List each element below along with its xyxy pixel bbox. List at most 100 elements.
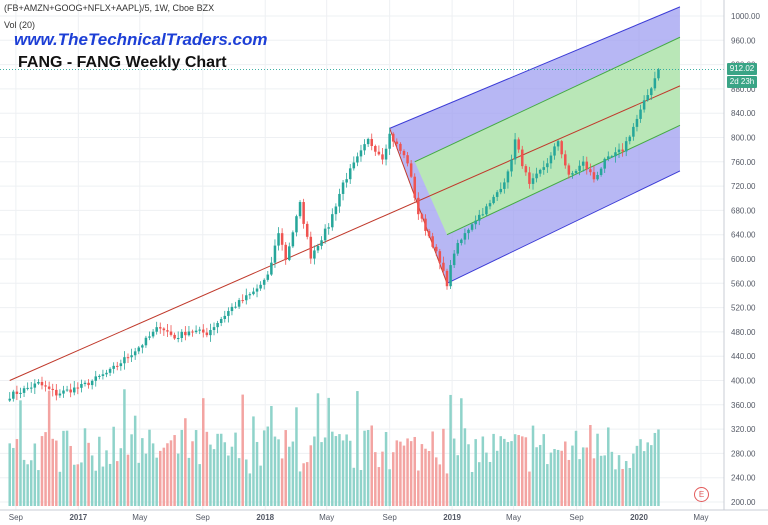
candle-body: [363, 144, 366, 151]
candle-body: [578, 165, 581, 171]
volume-bar: [384, 431, 388, 506]
volume-bar: [270, 405, 273, 506]
volume-bar: [176, 453, 180, 506]
candle-body: [485, 206, 488, 215]
volume-bar: [413, 436, 416, 506]
volume-bar: [87, 442, 90, 506]
volume-bar: [391, 452, 395, 506]
candle-body: [266, 274, 270, 280]
watermark-url: www.TheTechnicalTraders.com: [14, 30, 268, 49]
volume-bar: [198, 464, 201, 506]
candle-body: [549, 155, 553, 164]
volume-bar: [402, 445, 406, 506]
volume-bar: [33, 443, 37, 506]
x-tick-label: May: [132, 513, 147, 522]
candle-body: [374, 146, 377, 152]
candle-body: [144, 337, 148, 346]
volume-bar: [320, 442, 323, 506]
candle-body: [585, 161, 589, 170]
volume-bar: [323, 437, 327, 506]
volume-bar: [399, 441, 402, 506]
volume-bar: [564, 441, 567, 506]
candle-body: [12, 391, 15, 399]
volume-bar: [596, 433, 599, 506]
volume-bar: [216, 433, 219, 506]
volume-bar: [144, 453, 148, 506]
volume-bar: [316, 393, 320, 506]
candle-body: [499, 188, 503, 193]
volume-bar: [205, 431, 209, 506]
volume-bar: [431, 431, 434, 506]
volume-bar: [309, 445, 313, 506]
volume-bar: [266, 426, 270, 506]
candle-body: [359, 150, 363, 157]
candle-body: [556, 141, 560, 147]
volume-bar: [112, 426, 115, 506]
candle-body: [130, 355, 133, 358]
volume-bar: [657, 429, 660, 506]
volume-bar: [377, 467, 381, 506]
candle-body: [617, 149, 621, 153]
volume-bar: [62, 430, 65, 506]
volume-bar: [58, 471, 62, 506]
y-tick-label: 840.00: [731, 109, 756, 118]
earnings-event-icon[interactable]: E: [694, 487, 709, 502]
candle-body: [460, 239, 463, 244]
candle-body: [291, 232, 295, 247]
candle-body: [69, 389, 72, 393]
volume-bar: [460, 398, 463, 506]
volume-bar: [90, 455, 94, 506]
candle-body: [384, 148, 388, 160]
candle-body: [420, 214, 424, 219]
last-price-label: 912.02: [727, 63, 757, 75]
volume-bar: [313, 436, 316, 506]
volume-indicator-label[interactable]: Vol (20): [4, 20, 36, 30]
candle-body: [463, 233, 467, 240]
candle-body: [51, 388, 54, 390]
volume-bar: [607, 427, 610, 506]
volume-bar: [452, 438, 456, 506]
candle-body: [212, 327, 216, 331]
volume-bar: [291, 441, 295, 506]
candle-body: [15, 391, 19, 394]
candle-body: [521, 149, 524, 167]
volume-bar: [610, 451, 614, 506]
volume-bar: [639, 439, 642, 506]
volume-bar: [348, 440, 352, 506]
candle-body: [295, 216, 298, 233]
candle-body: [245, 295, 248, 301]
y-tick-label: 520.00: [731, 304, 756, 313]
volume-bar: [202, 398, 205, 506]
y-tick-label: 200.00: [731, 498, 756, 507]
y-tick-label: 560.00: [731, 279, 756, 288]
candle-body: [395, 141, 399, 144]
volume-bar: [212, 449, 216, 506]
volume-bar: [581, 447, 585, 506]
candle-body: [642, 100, 646, 110]
candle-body: [80, 384, 83, 388]
candle-body: [456, 243, 460, 254]
volume-bar: [133, 415, 137, 506]
y-tick-label: 640.00: [731, 231, 756, 240]
volume-bar: [230, 446, 234, 506]
candle-body: [599, 168, 603, 175]
candle-body: [119, 363, 123, 367]
volume-bar: [485, 452, 488, 506]
candle-body: [65, 389, 69, 391]
candle-body: [388, 133, 391, 149]
volume-bar: [495, 450, 499, 506]
candle-body: [98, 375, 101, 377]
volume-bar: [151, 443, 155, 506]
candle-body: [237, 300, 241, 307]
chart-title: FANG - FANG Weekly Chart: [18, 54, 227, 71]
candle-body: [87, 382, 90, 386]
symbol-legend[interactable]: (FB+AMZN+GOOG+NFLX+AAPL)/5, 1W, Cboe BZX: [4, 3, 215, 13]
volume-bar: [427, 451, 431, 506]
volume-bar: [305, 462, 309, 506]
candle-body: [338, 193, 341, 207]
x-tick-label: 2020: [630, 513, 648, 522]
volume-bar: [65, 430, 69, 506]
volume-bar: [592, 458, 596, 506]
volume-bar: [553, 449, 556, 506]
